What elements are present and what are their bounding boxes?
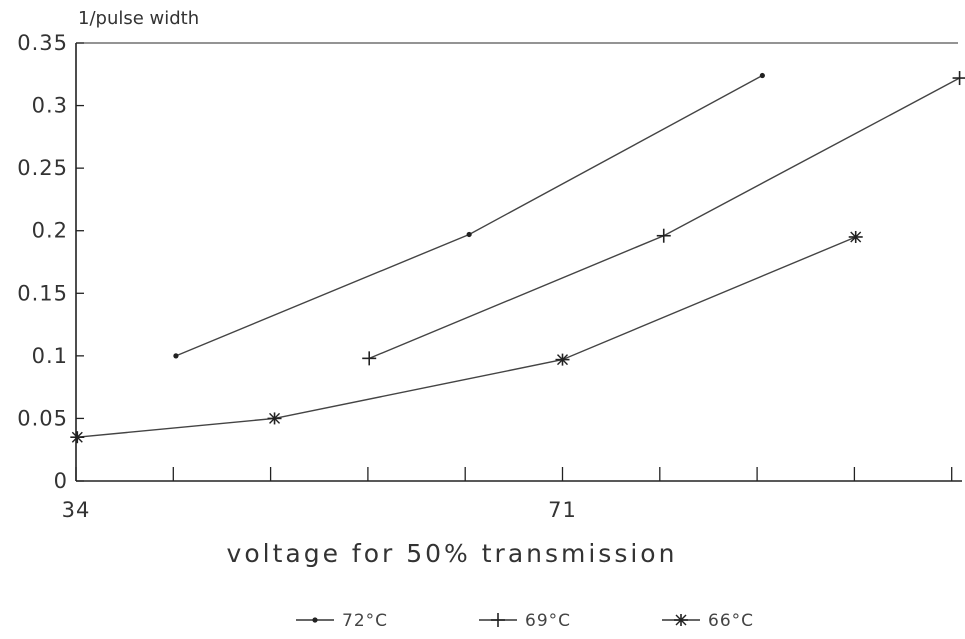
data-point [312, 617, 318, 623]
data-point [491, 613, 505, 627]
data-point [848, 230, 863, 243]
star-marker-d2 [71, 431, 83, 443]
data-point [70, 431, 85, 444]
star-marker-d2 [850, 231, 862, 243]
y-tick-label: 0.05 [17, 406, 68, 430]
x-tick-label: 71 [548, 498, 577, 522]
y-axis-ticks: 0 0.05 0.1 0.15 0.2 0.25 0.3 0.35 [17, 31, 84, 493]
data-point [759, 72, 765, 79]
y-tick-label: 0.15 [17, 281, 68, 305]
data-point [466, 231, 472, 238]
plot-frame [75, 42, 962, 482]
x-axis-ticks: 34 71 [62, 467, 953, 522]
legend-item: 72°C [296, 611, 388, 631]
series-2 [362, 71, 965, 366]
data-point [656, 228, 671, 243]
y-tick-label: 0.1 [32, 344, 68, 368]
data-point [674, 614, 688, 626]
dot-marker [759, 72, 765, 79]
star-marker-d2 [269, 412, 281, 424]
series-layer [70, 71, 965, 444]
data-point [267, 412, 282, 425]
legend-label: 66°C [708, 611, 754, 631]
star-marker-d2 [675, 614, 687, 626]
legend-item: 66°C [662, 611, 754, 631]
y-tick-label: 0.25 [17, 156, 68, 180]
y-axis-title: 1/pulse width [78, 8, 199, 29]
series-1 [173, 72, 765, 359]
legend: 72°C 69°C 66°C [296, 611, 754, 631]
legend-label: 72°C [342, 611, 388, 631]
y-tick-label: 0 [54, 469, 68, 493]
data-point [173, 353, 179, 359]
series-line [77, 236, 856, 438]
dot-marker [173, 353, 179, 359]
y-tick-label: 0.3 [32, 94, 68, 118]
x-axis-title: voltage for 50% transmission [227, 539, 678, 568]
series-line [175, 74, 763, 357]
star-marker-d2 [557, 354, 568, 366]
data-point [952, 71, 965, 86]
series-3 [70, 230, 863, 444]
dot-marker [312, 617, 318, 623]
data-point [362, 351, 377, 366]
legend-label: 69°C [525, 611, 571, 631]
legend-item: 69°C [479, 611, 571, 631]
y-tick-label: 0.35 [17, 31, 68, 55]
data-point [555, 353, 570, 366]
dot-marker [466, 231, 472, 238]
y-tick-label: 0.2 [32, 219, 68, 243]
x-tick-label: 34 [62, 498, 91, 522]
